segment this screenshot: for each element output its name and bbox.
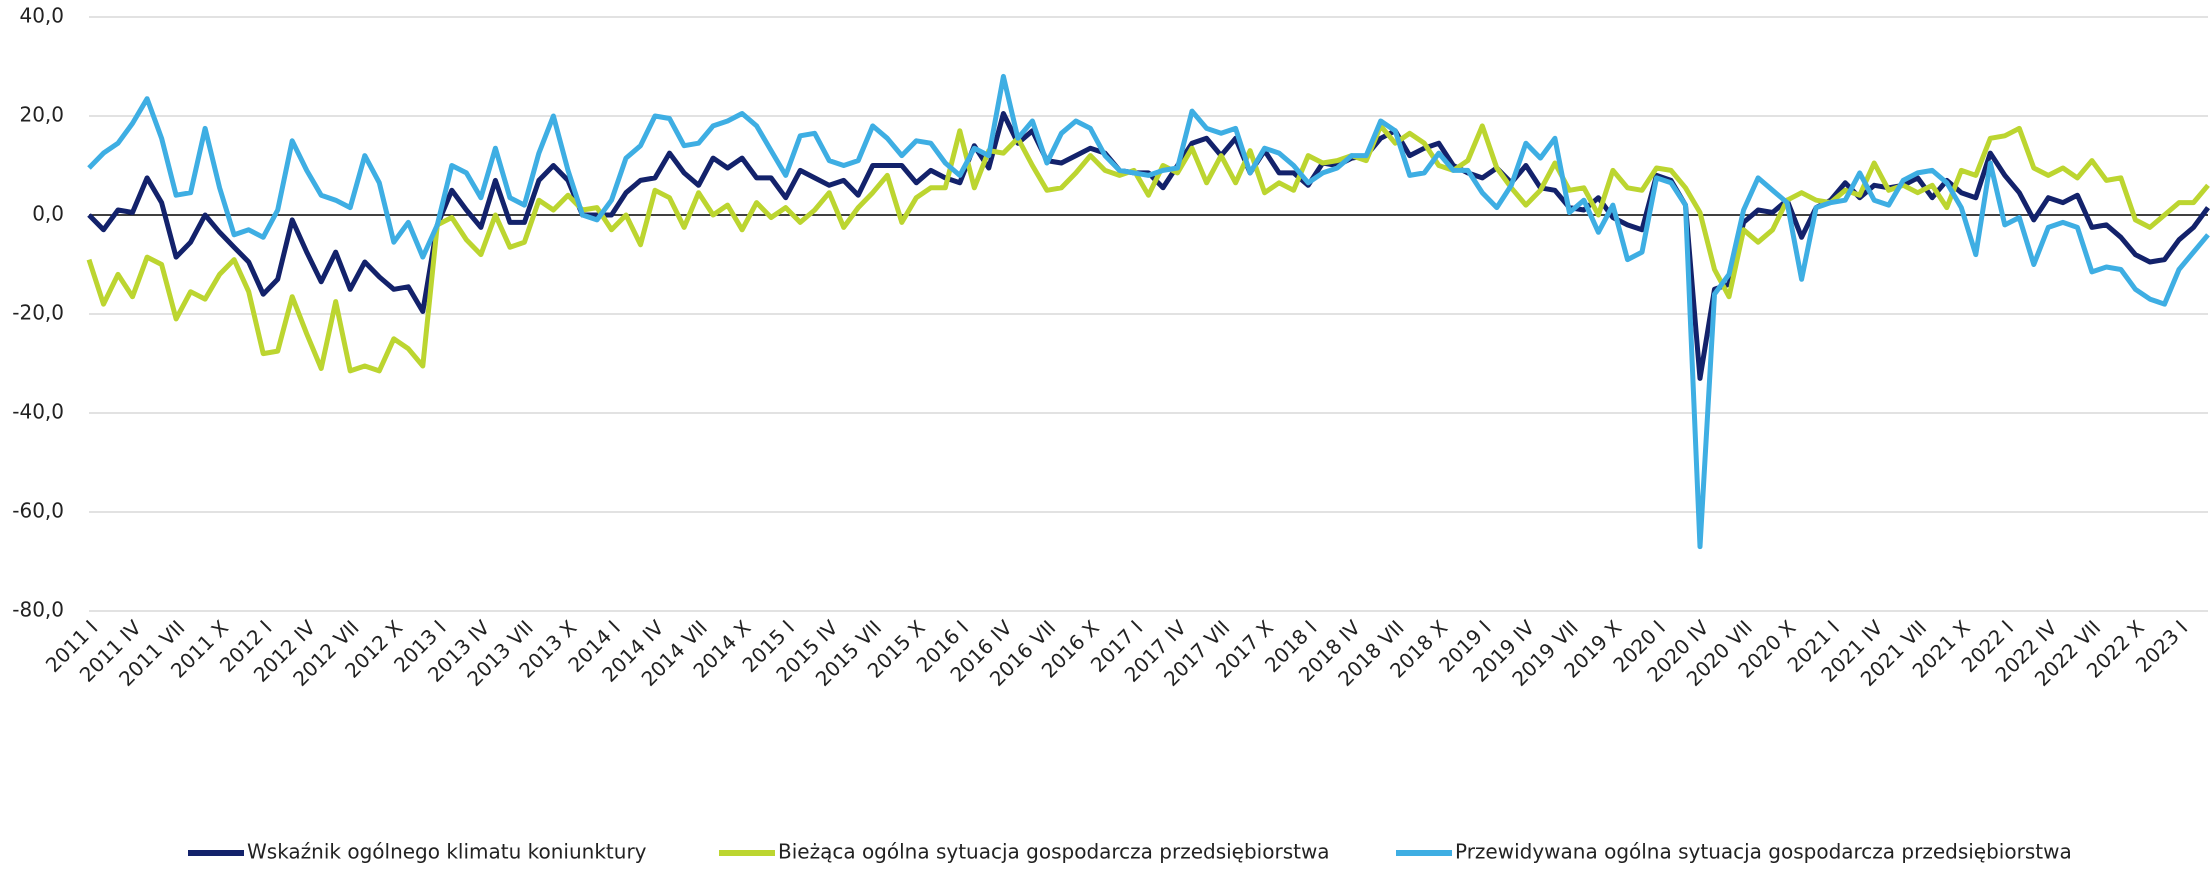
- y-tick-label: 40,0: [19, 4, 64, 28]
- y-tick-label: -40,0: [12, 400, 64, 424]
- y-tick-label: -20,0: [12, 301, 64, 325]
- legend-label: Przewidywana ogólna sytuacja gospodarcza…: [1455, 840, 2072, 864]
- y-tick-label: 0,0: [32, 202, 64, 226]
- series-line: [87, 111, 2211, 381]
- legend-label: Bieżąca ogólna sytuacja gospodarcza prze…: [778, 840, 1330, 864]
- y-tick-label: 20,0: [19, 103, 64, 127]
- y-tick-label: -80,0: [12, 598, 64, 622]
- legend-label: Wskaźnik ogólnego klimatu koniunktury: [247, 840, 647, 864]
- y-tick-label: -60,0: [12, 499, 64, 523]
- series-line: [87, 73, 2210, 550]
- series-line: [86, 123, 2210, 374]
